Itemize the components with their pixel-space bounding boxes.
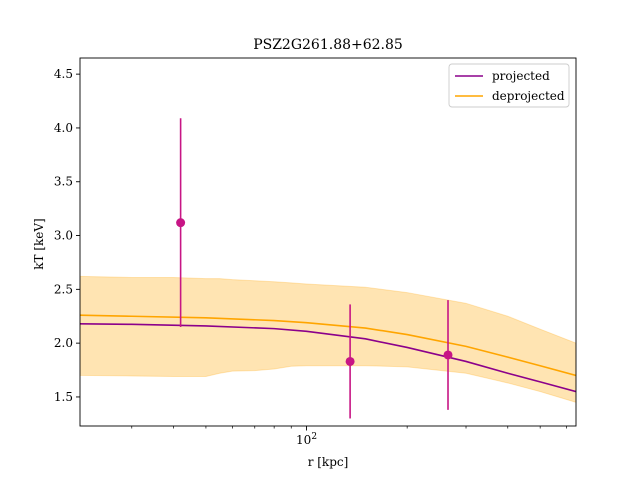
y-axis-label: kT [keV] [32,218,46,270]
data-point-3 [443,350,453,360]
x-tick-label-exponent: 2 [311,432,317,442]
legend-label-deprojected: deprojected [492,89,565,103]
y-tick-label: 2.5 [54,282,73,296]
plot-content [80,118,576,419]
axes: 1.5 2.0 2.5 3.0 3.5 4.0 4.5 102 [54,57,577,447]
chart-title: PSZ2G261.88+62.85 [253,37,403,53]
y-tick-label: 2.0 [54,336,73,350]
axes-frame [79,57,577,427]
data-point-1 [176,218,186,228]
x-axis-label: r [kpc] [308,455,349,469]
y-tick-label: 3.5 [54,175,73,189]
legend: projected deprojected [448,63,570,108]
x-tick-label-base: 10 [296,433,311,447]
y-tick-label: 1.5 [54,390,73,404]
x-tick-label: 102 [296,432,317,447]
y-tick-label: 4.5 [54,67,73,81]
plot-area [80,118,576,419]
legend-label-projected: projected [492,69,550,83]
data-point-2 [345,356,355,366]
confidence-band [80,275,576,403]
y-tick-label: 4.0 [54,121,73,135]
y-tick-label: 3.0 [54,229,73,243]
